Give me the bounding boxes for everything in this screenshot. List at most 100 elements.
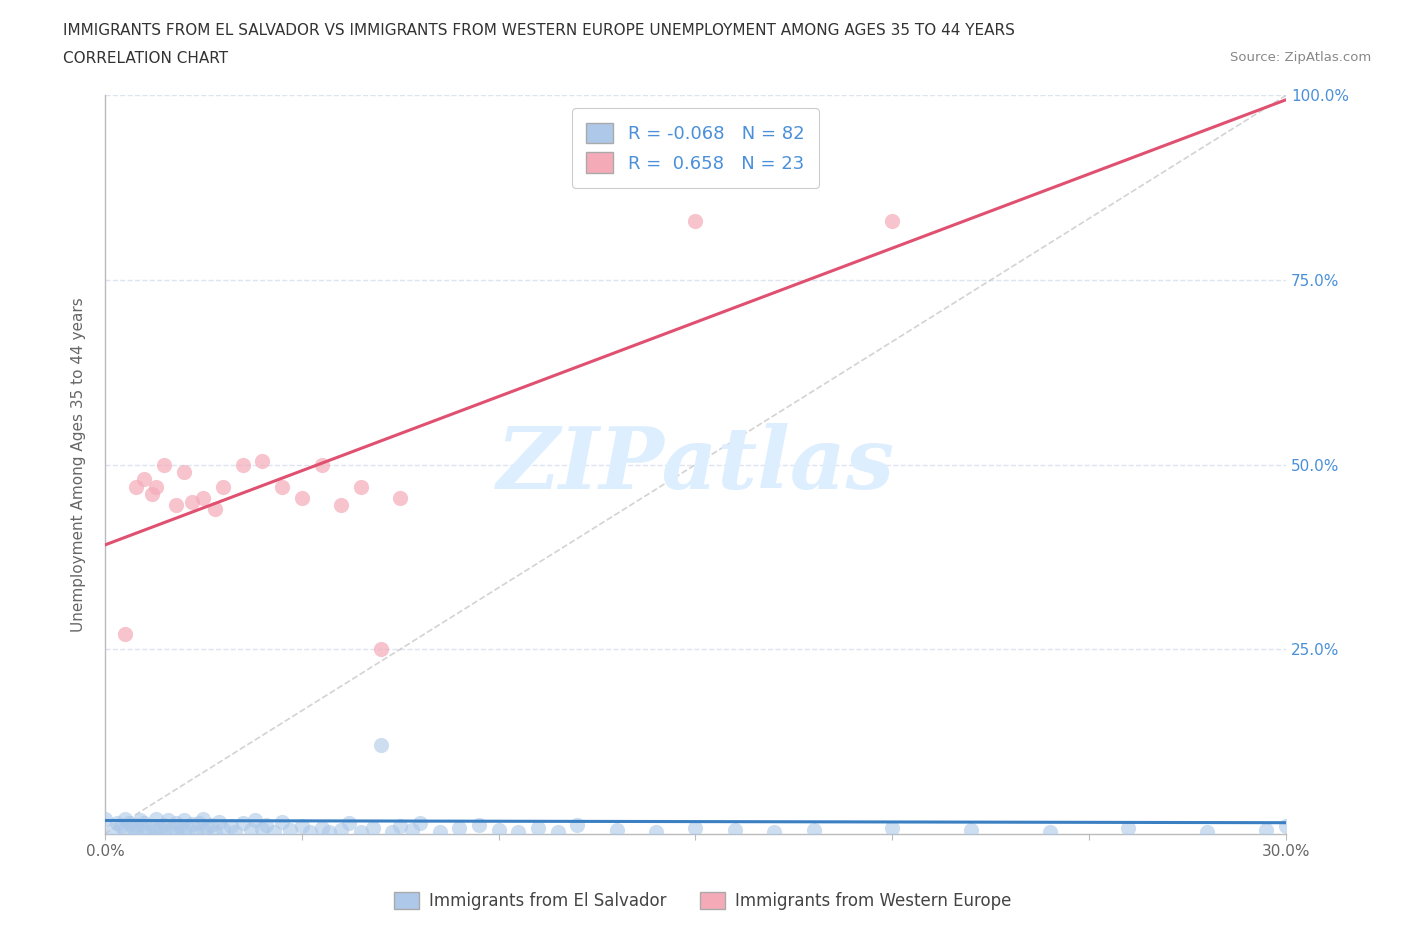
Point	[156, 813, 179, 828]
Point	[114, 812, 136, 827]
Point	[508, 825, 530, 840]
Point	[960, 823, 983, 838]
Point	[298, 824, 321, 839]
Point	[278, 823, 301, 838]
Point	[105, 816, 128, 830]
Point	[724, 823, 747, 838]
Point	[193, 812, 215, 827]
Point	[803, 823, 825, 838]
Point	[645, 824, 668, 839]
Text: ZIPatlas: ZIPatlas	[496, 423, 894, 506]
Point	[291, 490, 314, 505]
Point	[882, 820, 904, 835]
Point	[350, 479, 373, 494]
Point	[153, 824, 176, 839]
Text: IMMIGRANTS FROM EL SALVADOR VS IMMIGRANTS FROM WESTERN EUROPE UNEMPLOYMENT AMONG: IMMIGRANTS FROM EL SALVADOR VS IMMIGRANT…	[63, 23, 1015, 38]
Point	[165, 816, 187, 830]
Point	[173, 823, 195, 838]
Point	[311, 458, 333, 472]
Point	[141, 486, 163, 501]
Point	[204, 824, 226, 839]
Point	[193, 490, 215, 505]
Point	[125, 479, 148, 494]
Point	[1039, 824, 1062, 839]
Point	[204, 501, 226, 516]
Point	[389, 819, 412, 834]
Point	[271, 815, 294, 830]
Point	[153, 817, 176, 832]
Point	[685, 820, 707, 835]
Point	[94, 812, 117, 827]
Point	[114, 823, 136, 838]
Point	[1118, 820, 1140, 835]
Point	[114, 627, 136, 642]
Point	[252, 454, 274, 469]
Point	[193, 823, 215, 838]
Point	[488, 823, 510, 838]
Point	[291, 819, 314, 834]
Point	[129, 813, 152, 828]
Point	[318, 825, 340, 840]
Point	[337, 816, 360, 830]
Point	[165, 498, 187, 512]
Point	[160, 822, 183, 837]
Point	[110, 819, 132, 834]
Point	[243, 813, 266, 828]
Point	[1197, 824, 1219, 839]
Point	[180, 817, 202, 831]
Point	[224, 824, 246, 839]
Point	[527, 820, 550, 835]
Point	[232, 816, 254, 830]
Point	[212, 822, 235, 837]
Point	[121, 820, 143, 835]
Point	[252, 821, 274, 836]
Point	[149, 820, 172, 835]
Point	[606, 823, 628, 838]
Point	[134, 472, 156, 486]
Point	[567, 817, 589, 832]
Point	[136, 824, 159, 839]
Point	[219, 819, 242, 834]
Point	[180, 494, 202, 509]
Point	[145, 479, 167, 494]
Point	[232, 458, 254, 472]
Point	[370, 642, 392, 657]
Point	[763, 824, 786, 839]
Point	[370, 737, 392, 752]
Point	[173, 813, 195, 828]
Point	[184, 824, 207, 839]
Point	[239, 823, 262, 838]
Point	[195, 820, 218, 835]
Legend: Immigrants from El Salvador, Immigrants from Western Europe: Immigrants from El Salvador, Immigrants …	[388, 885, 1018, 917]
Point	[330, 823, 353, 838]
Point	[263, 824, 285, 839]
Point	[685, 214, 707, 229]
Text: Source: ZipAtlas.com: Source: ZipAtlas.com	[1230, 51, 1371, 64]
Point	[311, 820, 333, 835]
Legend: R = -0.068   N = 82, R =  0.658   N = 23: R = -0.068 N = 82, R = 0.658 N = 23	[572, 108, 820, 188]
Point	[125, 824, 148, 839]
Point	[330, 498, 353, 512]
Point	[350, 824, 373, 839]
Point	[468, 817, 491, 832]
Point	[145, 823, 167, 838]
Point	[101, 823, 124, 838]
Point	[141, 819, 163, 834]
Point	[449, 820, 471, 835]
Point	[882, 214, 904, 229]
Point	[188, 816, 211, 830]
Y-axis label: Unemployment Among Ages 35 to 44 years: Unemployment Among Ages 35 to 44 years	[72, 298, 86, 632]
Point	[254, 817, 277, 832]
Text: CORRELATION CHART: CORRELATION CHART	[63, 51, 228, 66]
Point	[145, 812, 167, 827]
Point	[361, 820, 384, 835]
Point	[271, 479, 294, 494]
Point	[117, 816, 139, 830]
Point	[409, 816, 432, 830]
Point	[429, 824, 451, 839]
Point	[208, 815, 231, 830]
Point	[134, 821, 156, 836]
Point	[134, 816, 156, 830]
Point	[125, 817, 148, 832]
Point	[153, 458, 176, 472]
